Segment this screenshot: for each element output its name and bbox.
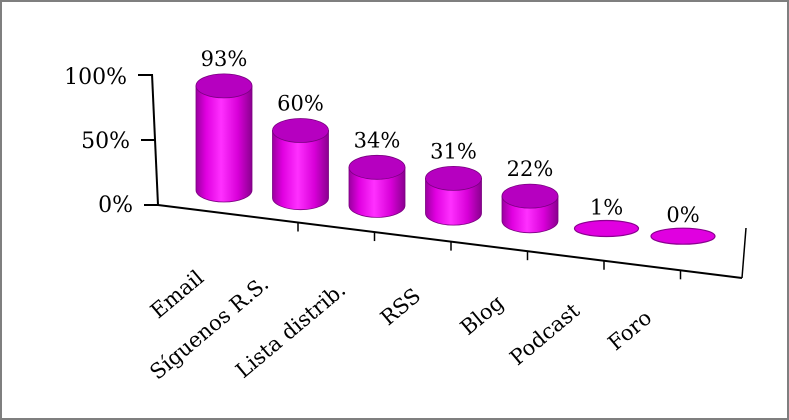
- bar-top-3: [348, 154, 406, 180]
- bar-top-2: [272, 118, 329, 143]
- bar-3: [348, 166, 406, 218]
- data-label-6: 1%: [590, 196, 623, 220]
- bar-2: [272, 130, 329, 211]
- category-label-4: RSS: [376, 283, 425, 330]
- bar-top-1: [195, 73, 253, 99]
- y-tick-label: 0%: [98, 193, 133, 218]
- y-axis: 0% 50% 100%: [64, 65, 159, 218]
- data-labels-group: 93% 60% 34% 31% 22% 1% 0%: [201, 47, 700, 227]
- y-tick-label: 100%: [64, 65, 127, 90]
- data-label-2: 60%: [277, 92, 324, 116]
- bars-group: [195, 73, 716, 245]
- x-axis-line: [157, 204, 743, 279]
- bar-top-5: [501, 183, 559, 209]
- x-axis: [157, 204, 747, 280]
- category-label-7: Foro: [603, 305, 656, 355]
- category-label-5: Blog: [456, 290, 508, 339]
- data-label-5: 22%: [507, 157, 554, 181]
- bar-1: [195, 85, 253, 203]
- y-tick-label: 50%: [81, 129, 130, 154]
- data-label-7: 0%: [666, 203, 699, 227]
- bar-7: [650, 227, 716, 245]
- data-label-1: 93%: [201, 47, 248, 71]
- x-axis-end-line: [741, 227, 747, 279]
- data-label-4: 31%: [430, 139, 477, 163]
- data-label-3: 34%: [354, 128, 401, 152]
- category-label-6: Podcast: [505, 298, 584, 370]
- category-label-1: Email: [146, 265, 209, 323]
- bar-top-4: [425, 165, 482, 191]
- bar-4: [425, 177, 482, 226]
- bar-6: [573, 219, 640, 238]
